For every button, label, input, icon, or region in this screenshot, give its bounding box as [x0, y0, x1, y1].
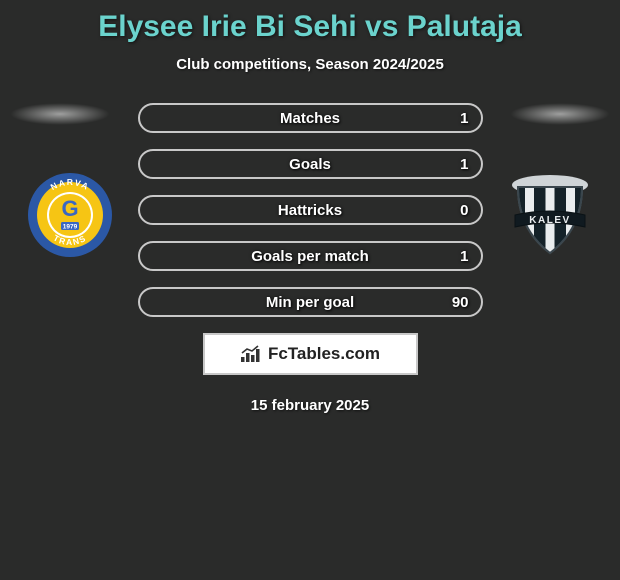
brand-text: FcTables.com — [268, 344, 380, 364]
stat-value: 90 — [452, 294, 469, 311]
page-title: Elysee Irie Bi Sehi vs Palutaja — [0, 0, 620, 44]
club-logo-left: NARVA TRANS G 1979 — [28, 173, 112, 257]
stat-value: 1 — [460, 248, 468, 265]
subtitle: Club competitions, Season 2024/2025 — [0, 56, 620, 73]
stat-value: 0 — [460, 202, 468, 219]
stat-label: Goals — [140, 156, 481, 173]
stat-row-hattricks: Hattricks 0 — [138, 195, 483, 225]
svg-text:KALEV: KALEV — [529, 215, 570, 226]
brand-box: FcTables.com — [203, 333, 418, 375]
stat-value: 1 — [460, 110, 468, 127]
stat-value: 1 — [460, 156, 468, 173]
club-logo-right: KALEV — [508, 173, 592, 257]
stat-row-min-per-goal: Min per goal 90 — [138, 287, 483, 317]
stat-row-goals: Goals 1 — [138, 149, 483, 179]
stat-row-goals-per-match: Goals per match 1 — [138, 241, 483, 271]
player-silhouette-right — [510, 103, 610, 125]
stat-label: Hattricks — [140, 202, 481, 219]
stat-label: Min per goal — [140, 294, 481, 311]
svg-text:G: G — [61, 196, 78, 221]
date-line: 15 february 2025 — [0, 397, 620, 414]
stat-rows: Matches 1 Goals 1 Hattricks 0 Goals per … — [138, 103, 483, 317]
stat-label: Goals per match — [140, 248, 481, 265]
chart-icon — [240, 345, 262, 363]
svg-text:1979: 1979 — [63, 224, 78, 231]
comparison-panel: NARVA TRANS G 1979 KALEV — [0, 103, 620, 414]
stat-label: Matches — [140, 110, 481, 127]
player-silhouette-left — [10, 103, 110, 125]
stat-row-matches: Matches 1 — [138, 103, 483, 133]
